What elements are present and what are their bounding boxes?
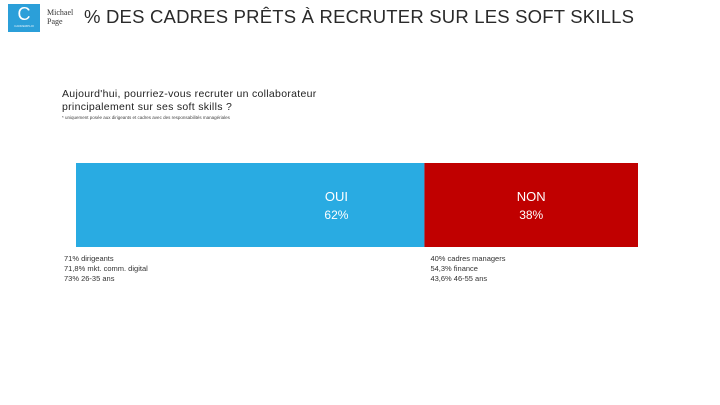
- value-label-oui: 62%: [324, 208, 348, 222]
- cadremploi-logo: C CADREMPLOI: [8, 4, 40, 32]
- oui-annotations: 71% dirigeants 71,8% mkt. comm. digital …: [64, 254, 148, 284]
- logo-letter: C: [17, 4, 31, 24]
- oui-annotation-3: 73% 26-35 ans: [64, 274, 115, 283]
- category-label-oui: OUI: [325, 189, 348, 204]
- value-label-non: 38%: [519, 208, 543, 222]
- bar-segment-non: [424, 163, 638, 247]
- survey-question: Aujourd'hui, pourriez-vous recruter un c…: [62, 88, 317, 113]
- brand-line-1: Michael: [47, 8, 74, 17]
- michael-page-logo: Michael Page: [47, 8, 77, 26]
- non-annotation-2: 54,3% finance: [430, 264, 478, 273]
- bar-segment-oui: [76, 163, 425, 247]
- oui-annotation-2: 71,8% mkt. comm. digital: [64, 264, 148, 273]
- footnote: * uniquement posée aux dirigeants et cad…: [62, 115, 230, 120]
- non-annotation-3: 43,6% 46-55 ans: [430, 274, 488, 283]
- brand-line-2: Page: [47, 17, 63, 26]
- logo-subtext: CADREMPLOI: [14, 24, 34, 28]
- oui-annotation-1: 71% dirigeants: [64, 254, 114, 263]
- non-annotations: 40% cadres managers 54,3% finance 43,6% …: [430, 254, 505, 284]
- category-label-non: NON: [517, 189, 546, 204]
- non-annotation-1: 40% cadres managers: [430, 254, 506, 263]
- page-title: % DES CADRES PRÊTS À RECRUTER SUR LES SO…: [84, 6, 635, 27]
